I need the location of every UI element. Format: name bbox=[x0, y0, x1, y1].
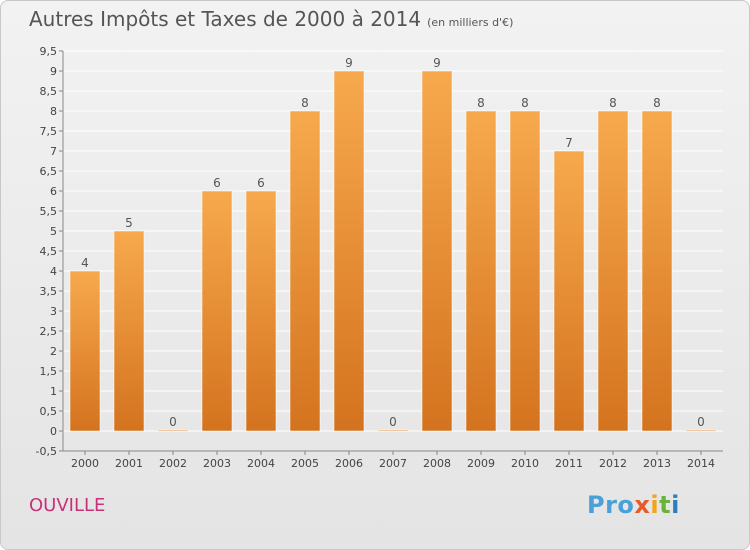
bar-value-label: 0 bbox=[697, 415, 705, 429]
x-tick-label: 2000 bbox=[71, 457, 99, 470]
x-tick-label: 2005 bbox=[291, 457, 319, 470]
bar-value-label: 9 bbox=[433, 56, 441, 70]
bar bbox=[553, 150, 585, 432]
x-tick-label: 2001 bbox=[115, 457, 143, 470]
bar-value-label: 7 bbox=[565, 136, 573, 150]
bar bbox=[377, 429, 409, 432]
bar bbox=[201, 190, 233, 432]
bar bbox=[685, 429, 717, 432]
bar bbox=[465, 110, 497, 432]
bar bbox=[245, 190, 277, 432]
bar-value-label: 8 bbox=[477, 96, 485, 110]
bar bbox=[289, 110, 321, 432]
x-tick-label: 2002 bbox=[159, 457, 187, 470]
bar-value-label: 9 bbox=[345, 56, 353, 70]
x-tick-label: 2011 bbox=[555, 457, 583, 470]
x-tick-label: 2014 bbox=[687, 457, 715, 470]
bar-value-label: 4 bbox=[81, 256, 89, 270]
logo-part-2: x bbox=[634, 491, 651, 519]
bar bbox=[333, 70, 365, 432]
x-tick-label: 2013 bbox=[643, 457, 671, 470]
bar-value-label: 8 bbox=[301, 96, 309, 110]
bar-value-label: 8 bbox=[521, 96, 529, 110]
bar bbox=[157, 429, 189, 432]
x-tick-label: 2007 bbox=[379, 457, 407, 470]
y-tick-label: -0,5 bbox=[36, 445, 57, 458]
x-tick-label: 2004 bbox=[247, 457, 275, 470]
y-tick-label: 4,5 bbox=[40, 245, 58, 258]
y-tick-label: 0 bbox=[50, 425, 57, 438]
y-tick-label: 1 bbox=[50, 385, 57, 398]
x-tick-label: 2009 bbox=[467, 457, 495, 470]
y-tick-label: 1,5 bbox=[40, 365, 58, 378]
bar bbox=[597, 110, 629, 432]
y-tick-label: 3,5 bbox=[40, 285, 58, 298]
bar bbox=[509, 110, 541, 432]
y-tick-label: 2 bbox=[50, 345, 57, 358]
bar-value-label: 8 bbox=[609, 96, 617, 110]
x-tick-label: 2008 bbox=[423, 457, 451, 470]
bar-value-label: 0 bbox=[169, 415, 177, 429]
logo-part-3: i bbox=[650, 491, 660, 519]
y-tick-label: 6 bbox=[50, 185, 57, 198]
bar-value-label: 8 bbox=[653, 96, 661, 110]
bar bbox=[69, 270, 101, 432]
y-tick-label: 5,5 bbox=[40, 205, 58, 218]
y-tick-label: 4 bbox=[50, 265, 57, 278]
y-tick-label: 8 bbox=[50, 105, 57, 118]
y-tick-label: 2,5 bbox=[40, 325, 58, 338]
logo-part-5: i bbox=[671, 491, 680, 519]
bar bbox=[641, 110, 673, 432]
y-tick-label: 7,5 bbox=[40, 125, 58, 138]
x-tick-label: 2006 bbox=[335, 457, 363, 470]
chart-title-text: Autres Impôts et Taxes de 2000 à 2014 bbox=[29, 7, 422, 31]
y-tick-label: 7 bbox=[50, 145, 57, 158]
y-tick-label: 0,5 bbox=[40, 405, 58, 418]
y-tick-label: 9,5 bbox=[40, 45, 58, 58]
bar bbox=[113, 230, 145, 432]
y-tick-label: 9 bbox=[50, 65, 57, 78]
chart-subtitle: (en milliers d'€) bbox=[427, 16, 514, 29]
bar-value-label: 5 bbox=[125, 216, 133, 230]
y-tick-label: 3 bbox=[50, 305, 57, 318]
commune-name: OUVILLE bbox=[29, 495, 106, 516]
proxiti-logo[interactable]: Proxiti bbox=[587, 491, 680, 519]
logo-part-4: t bbox=[659, 491, 672, 519]
bar bbox=[421, 70, 453, 432]
y-tick-label: 5 bbox=[50, 225, 57, 238]
y-tick-label: 6,5 bbox=[40, 165, 58, 178]
bar-value-label: 6 bbox=[213, 176, 221, 190]
x-tick-label: 2012 bbox=[599, 457, 627, 470]
x-tick-label: 2010 bbox=[511, 457, 539, 470]
bar-value-label: 0 bbox=[389, 415, 397, 429]
x-tick-label: 2003 bbox=[203, 457, 231, 470]
bar-value-label: 6 bbox=[257, 176, 265, 190]
chart-title: Autres Impôts et Taxes de 2000 à 2014 (en… bbox=[29, 7, 513, 31]
y-tick-label: 8,5 bbox=[40, 85, 58, 98]
logo-part-1: Pro bbox=[587, 491, 635, 519]
